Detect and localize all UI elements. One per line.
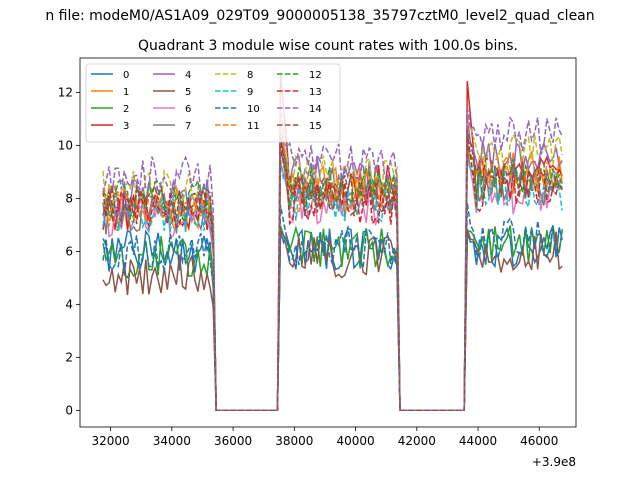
legend-label: 2 [123,104,129,115]
x-tick-label: 40000 [336,434,374,448]
chart-title: Quadrant 3 module wise count rates with … [138,38,518,54]
legend-label: 4 [185,70,191,81]
y-tick-label: 2 [65,350,73,364]
legend-box [85,63,341,143]
legend-label: 15 [309,121,322,132]
legend-label: 6 [185,104,191,115]
y-tick-label: 12 [58,85,73,99]
y-tick-label: 10 [58,138,73,152]
x-tick-label: 34000 [153,434,191,448]
y-tick-label: 6 [65,244,73,258]
legend-label: 7 [185,121,191,132]
figure-suptitle: n file: modeM0/AS1A09_029T09_9000005138_… [45,8,595,24]
x-offset-label: +3.9e8 [532,455,576,469]
series-line-15 [102,130,563,412]
legend-label: 0 [123,70,129,81]
series-line-0 [102,225,563,412]
y-tick-label: 0 [65,403,73,417]
series-line-11 [102,132,563,412]
series-line-12 [102,140,563,412]
legend-label: 3 [123,121,129,132]
series-line-5 [102,228,563,412]
series-line-2 [102,224,563,412]
x-tick-label: 44000 [459,434,497,448]
x-tick-label: 46000 [520,434,558,448]
legend-label: 1 [123,87,129,98]
y-axis: 0 2 4 6 8 10 12 [58,85,80,417]
legend-label: 14 [309,104,322,115]
legend-label: 9 [247,87,253,98]
y-tick-label: 8 [65,191,73,205]
x-axis: 32000 34000 36000 38000 40000 42000 44000 46000 [92,427,558,448]
x-tick-label: 32000 [92,434,130,448]
x-tick-label: 38000 [275,434,313,448]
legend-label: 11 [247,121,260,132]
legend-label: 8 [247,70,253,81]
legend-label: 5 [185,87,191,98]
legend-label: 10 [247,104,260,115]
y-tick-label: 4 [65,297,73,311]
legend-label: 13 [309,87,322,98]
legend-label: 12 [309,70,322,81]
x-tick-label: 36000 [214,434,252,448]
x-tick-label: 42000 [398,434,436,448]
series-line-14 [102,106,563,412]
plot-frame [79,57,577,428]
series-line-10 [102,202,563,412]
series-line-13 [102,133,563,412]
series-layer [102,72,563,412]
